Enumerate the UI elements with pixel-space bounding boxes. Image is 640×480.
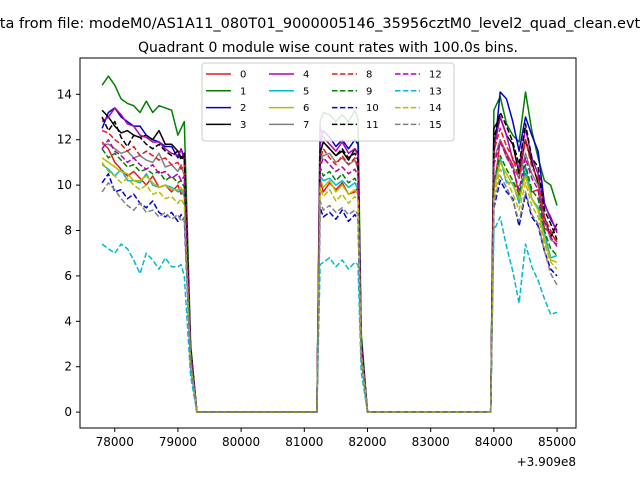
- x-tick-label: 82000: [348, 435, 386, 449]
- legend-label-6: 6: [303, 103, 309, 114]
- legend-label-3: 3: [240, 120, 246, 131]
- legend-label-7: 7: [303, 120, 309, 131]
- x-tick-label: 80000: [222, 435, 260, 449]
- legend-label-9: 9: [366, 86, 372, 97]
- series-line-9: [101, 148, 558, 413]
- series-line-12: [101, 138, 558, 413]
- series-line-11: [101, 111, 558, 413]
- series-line-7: [102, 138, 558, 413]
- series-line-6: [101, 157, 558, 413]
- legend-label-15: 15: [429, 120, 442, 131]
- x-tick-label: 84000: [475, 435, 513, 449]
- legend-label-13: 13: [429, 86, 442, 97]
- y-tick-label: 14: [57, 87, 72, 101]
- chart-suptitle: ta from file: modeM0/AS1A11_080T01_90000…: [0, 16, 640, 32]
- legend-label-8: 8: [366, 70, 372, 81]
- y-axis: 0 2 4 6 8 10 12 14: [57, 87, 80, 419]
- x-tick-label: 81000: [285, 435, 323, 449]
- series-line-13: [101, 216, 558, 413]
- y-tick-label: 0: [64, 405, 72, 419]
- legend-box: [201, 62, 455, 142]
- series-line-14: [101, 161, 558, 413]
- x-tick-label: 78000: [96, 435, 134, 449]
- x-axis: 78000 79000 80000 81000 82000 83000 84000 85000: [96, 428, 576, 449]
- y-tick-label: 4: [64, 314, 72, 328]
- legend-label-5: 5: [303, 86, 309, 97]
- legend-label-4: 4: [303, 70, 309, 81]
- legend-label-11: 11: [366, 120, 379, 131]
- legend-label-10: 10: [366, 103, 379, 114]
- x-tick-label: 79000: [159, 435, 197, 449]
- series-line-5: [101, 157, 558, 413]
- y-tick-label: 6: [64, 269, 72, 283]
- series-line-10: [101, 173, 558, 413]
- legend-label-2: 2: [240, 103, 246, 114]
- y-tick-label: 10: [57, 178, 72, 192]
- chart-title: Quadrant 0 module wise count rates with …: [138, 40, 518, 56]
- plot-frame: [79, 57, 577, 429]
- x-tick-label: 85000: [538, 435, 576, 449]
- series-line-15: [101, 175, 558, 413]
- y-tick-label: 2: [64, 360, 72, 374]
- legend-label-0: 0: [240, 70, 246, 81]
- x-tick-label: 83000: [412, 435, 450, 449]
- legend-label-1: 1: [240, 86, 246, 97]
- legend-label-14: 14: [429, 103, 442, 114]
- legend-label-12: 12: [429, 70, 442, 81]
- y-tick-label: 8: [64, 224, 72, 238]
- series-line-8: [101, 127, 558, 413]
- y-tick-label: 12: [57, 133, 72, 147]
- x-offset-label: +3.909e8: [517, 455, 576, 469]
